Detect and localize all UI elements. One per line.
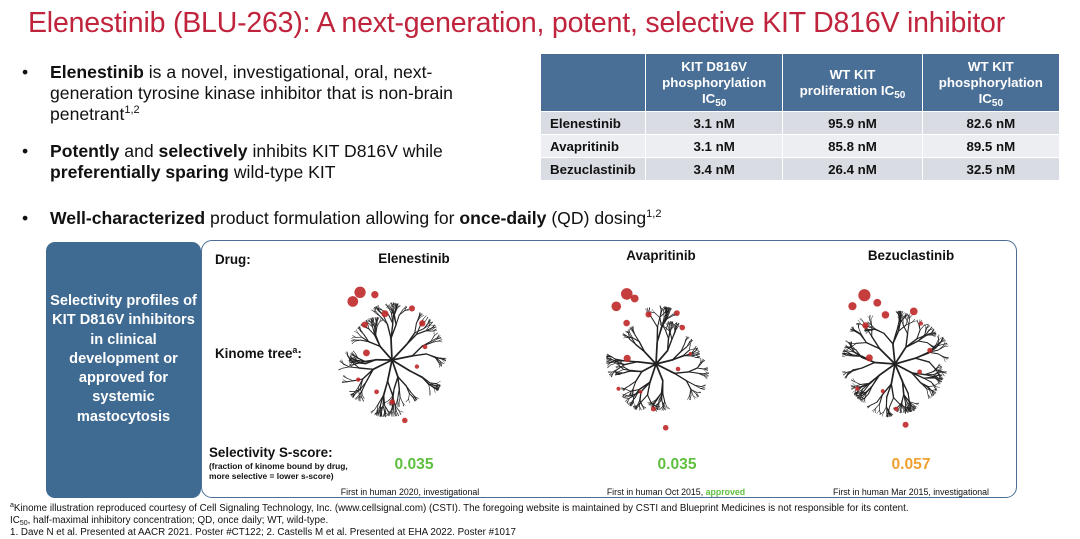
bold-term: Well-characterized <box>50 208 206 228</box>
footnote-line: IC50, half-maximal inhibitory concentrat… <box>10 514 329 527</box>
selectivity-side-label-box: Selectivity profiles of KIT D816V inhibi… <box>46 242 201 498</box>
drug-name-elenestinib: Elenestinib <box>378 251 450 266</box>
table-header-kit-phos: KIT D816V phosphorylation IC50 <box>644 53 784 112</box>
table-cell: 85.8 nM <box>782 134 923 158</box>
citation: 1,2 <box>646 208 662 220</box>
table-cell: 32.5 nM <box>921 157 1061 181</box>
bullet-text: Elenestinib is a novel, investigational,… <box>50 62 490 125</box>
bullet-body: and <box>119 141 159 161</box>
first-in-human-avapritinib: First in human Oct 2015, approved <box>606 487 746 497</box>
selectivity-panel <box>201 240 1017 498</box>
bullet-dot: • <box>22 208 29 228</box>
kinome-tree-elenestinib <box>332 272 452 450</box>
table-row: Elenestinib 3.1 nM 95.9 nM 82.6 nM <box>540 111 1061 135</box>
bullet-dot: • <box>22 141 29 161</box>
table-drug-cell: Elenestinib <box>540 111 646 135</box>
bullet-dot: • <box>22 62 29 82</box>
footnote-line: aKinome illustration reproduced courtesy… <box>10 502 909 514</box>
first-in-human-bezuclastinib: First in human Mar 2015, investigational <box>833 487 989 497</box>
table-row: Avapritinib 3.1 nM 85.8 nM 89.5 nM <box>540 134 1061 158</box>
footnote-line: 1. Dave N et al. Presented at AACR 2021.… <box>10 526 516 538</box>
bullet-text: Well-characterized product formulation a… <box>50 208 780 229</box>
table-cell: 89.5 nM <box>921 134 1061 158</box>
table-row: Bezuclastinib 3.4 nM 26.4 nM 32.5 nM <box>540 157 1061 181</box>
table-header-row: KIT D816V phosphorylation IC50 WT KIT proli… <box>540 53 1061 112</box>
bold-term: Potently <box>50 141 120 161</box>
drug-row-label: Drug: <box>215 252 251 267</box>
table-cell: 95.9 nM <box>782 111 923 135</box>
bullet-body: inhibits KIT D816V while <box>247 141 443 161</box>
drug-name-avapritinib: Avapritinib <box>626 248 696 263</box>
table-cell: 82.6 nM <box>921 111 1061 135</box>
bullet-body: wild-type KIT <box>228 162 336 182</box>
score-row-label: Selectivity S-score: <box>209 445 333 460</box>
bullet-body: is a novel, investigational, oral, next-… <box>50 62 453 124</box>
table-corner-cell <box>540 53 646 112</box>
bullet-body: (QD) dosing <box>546 208 647 228</box>
footnotes: aKinome illustration reproduced courtesy… <box>10 502 1070 538</box>
bold-term: once-daily <box>459 208 547 228</box>
bold-term: Elenestinib <box>50 62 144 82</box>
slide-title: Elenestinib (BLU-263): A next-generation… <box>28 7 1005 39</box>
score-note: (fraction of kinome bound by drug, more … <box>209 461 348 481</box>
selectivity-side-label: Selectivity profiles of KIT D816V inhibi… <box>50 293 197 425</box>
table-cell: 26.4 nM <box>782 157 923 181</box>
table-drug-cell: Avapritinib <box>540 134 646 158</box>
table-header-wt-phos: WT KIT phosphorylation IC50 <box>921 53 1061 112</box>
bullet-body: product formulation allowing for <box>205 208 460 228</box>
drug-name-bezuclastinib: Bezuclastinib <box>867 248 955 263</box>
bullet-elenestinib: • Elenestinib is a novel, investigationa… <box>22 62 492 126</box>
ic50-table: KIT D816V phosphorylation IC50 WT KIT proli… <box>540 53 1061 181</box>
s-score-elenestinib: 0.035 <box>394 456 434 473</box>
kinome-tree-bezuclastinib <box>835 276 955 454</box>
bullet-formulation: • Well-characterized product formulation… <box>22 208 782 230</box>
bullet-potency: • Potently and selectively inhibits KIT … <box>22 141 492 185</box>
table-header-wt-prolif: WT KIT proliferation IC50 <box>782 53 923 112</box>
table-cell: 3.4 nM <box>644 157 784 181</box>
bold-term: preferentially sparing <box>50 162 229 182</box>
kinome-tree-avapritinib <box>596 276 716 454</box>
bullet-text: Potently and selectively inhibits KIT D8… <box>50 141 490 183</box>
table-cell: 3.1 nM <box>644 134 784 158</box>
s-score-bezuclastinib: 0.057 <box>891 456 931 473</box>
kinome-row-label: Kinome treea: <box>215 345 302 362</box>
bold-term: selectively <box>158 141 248 161</box>
citation: 1,2 <box>124 104 140 116</box>
first-in-human-elenestinib: First in human 2020, investigational <box>340 487 480 497</box>
s-score-avapritinib: 0.035 <box>657 456 697 473</box>
table-drug-cell: Bezuclastinib <box>540 157 646 181</box>
table-cell: 3.1 nM <box>644 111 784 135</box>
